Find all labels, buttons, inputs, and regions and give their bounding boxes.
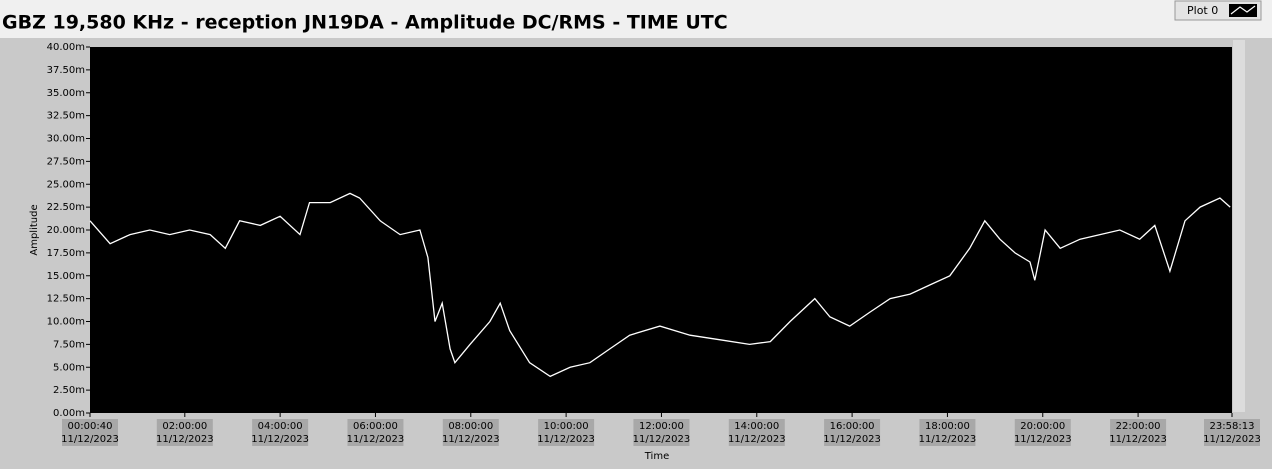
x-tick-date: 11/12/2023 <box>823 434 881 445</box>
x-tick-date: 11/12/2023 <box>156 434 214 445</box>
x-tick-label: 23:58:13 <box>1210 421 1255 432</box>
x-tick-label-bg <box>252 419 309 446</box>
y-tick-label: 37.50m <box>47 65 85 76</box>
x-tick-date: 11/12/2023 <box>728 434 786 445</box>
x-tick-label-bg <box>633 419 690 446</box>
x-tick-label: 16:00:00 <box>830 421 875 432</box>
legend-swatch <box>1229 4 1257 17</box>
legend-label: Plot 0 <box>1187 4 1218 17</box>
y-tick-label: 35.00m <box>47 88 85 99</box>
y-tick-label: 10.00m <box>47 317 85 328</box>
x-tick-date: 11/12/2023 <box>442 434 500 445</box>
x-tick-date: 11/12/2023 <box>347 434 405 445</box>
x-tick-label: 02:00:00 <box>162 421 207 432</box>
x-tick-label: 12:00:00 <box>639 421 684 432</box>
y-tick-label: 25.00m <box>47 179 85 190</box>
x-tick-label-bg <box>347 419 404 446</box>
x-tick-label-bg <box>1014 419 1071 446</box>
x-tick-label: 20:00:00 <box>1020 421 1065 432</box>
y-tick-label: 0.00m <box>53 408 85 419</box>
x-tick-date: 11/12/2023 <box>537 434 595 445</box>
x-tick-date: 11/12/2023 <box>919 434 977 445</box>
x-tick-label-bg <box>62 419 118 446</box>
y-tick-label: 22.50m <box>47 202 85 213</box>
x-tick-label: 22:00:00 <box>1116 421 1161 432</box>
x-tick-label: 06:00:00 <box>353 421 398 432</box>
x-tick-date: 11/12/2023 <box>1109 434 1167 445</box>
x-tick-label: 04:00:00 <box>258 421 303 432</box>
chart-title: GBZ 19,580 KHz - reception JN19DA - Ampl… <box>2 12 728 34</box>
x-axis-label: Time <box>644 451 669 462</box>
x-tick-label-bg <box>442 419 499 446</box>
y-tick-label: 2.50m <box>53 385 85 396</box>
y-tick-label: 17.50m <box>47 248 85 259</box>
x-tick-date: 11/12/2023 <box>251 434 309 445</box>
x-tick-label: 00:00:40 <box>68 421 113 432</box>
y-tick-label: 20.00m <box>47 225 85 236</box>
x-tick-label-bg <box>824 419 881 446</box>
y-tick-label: 40.00m <box>47 42 85 53</box>
legend-line <box>1230 5 1256 15</box>
plot-area <box>90 47 1232 413</box>
x-tick-label: 14:00:00 <box>734 421 779 432</box>
y-tick-label: 30.00m <box>47 134 85 145</box>
y-tick-label: 15.00m <box>47 271 85 282</box>
x-tick-label-bg <box>1204 419 1260 446</box>
x-tick-date: 11/12/2023 <box>1014 434 1072 445</box>
x-tick-label: 08:00:00 <box>448 421 493 432</box>
data-line <box>89 192 1231 378</box>
y-tick-label: 5.00m <box>53 362 85 373</box>
x-tick-date: 11/12/2023 <box>633 434 691 445</box>
y-tick-label: 27.50m <box>47 156 85 167</box>
x-tick-label-bg <box>538 419 595 446</box>
y-tick-label: 32.50m <box>47 111 85 122</box>
x-tick-date: 11/12/2023 <box>1203 434 1261 445</box>
x-tick-label-bg <box>919 419 976 446</box>
x-tick-label-bg <box>156 419 213 446</box>
x-tick-label-bg <box>728 419 785 446</box>
x-tick-date: 11/12/2023 <box>61 434 119 445</box>
x-tick-label: 10:00:00 <box>544 421 589 432</box>
y-tick-label: 7.50m <box>53 339 85 350</box>
x-tick-label: 18:00:00 <box>925 421 970 432</box>
scroll-strip <box>1233 40 1245 412</box>
x-tick-label-bg <box>1110 419 1167 446</box>
y-axis-label: Amplitude <box>29 204 40 255</box>
y-tick-label: 12.50m <box>47 294 85 305</box>
